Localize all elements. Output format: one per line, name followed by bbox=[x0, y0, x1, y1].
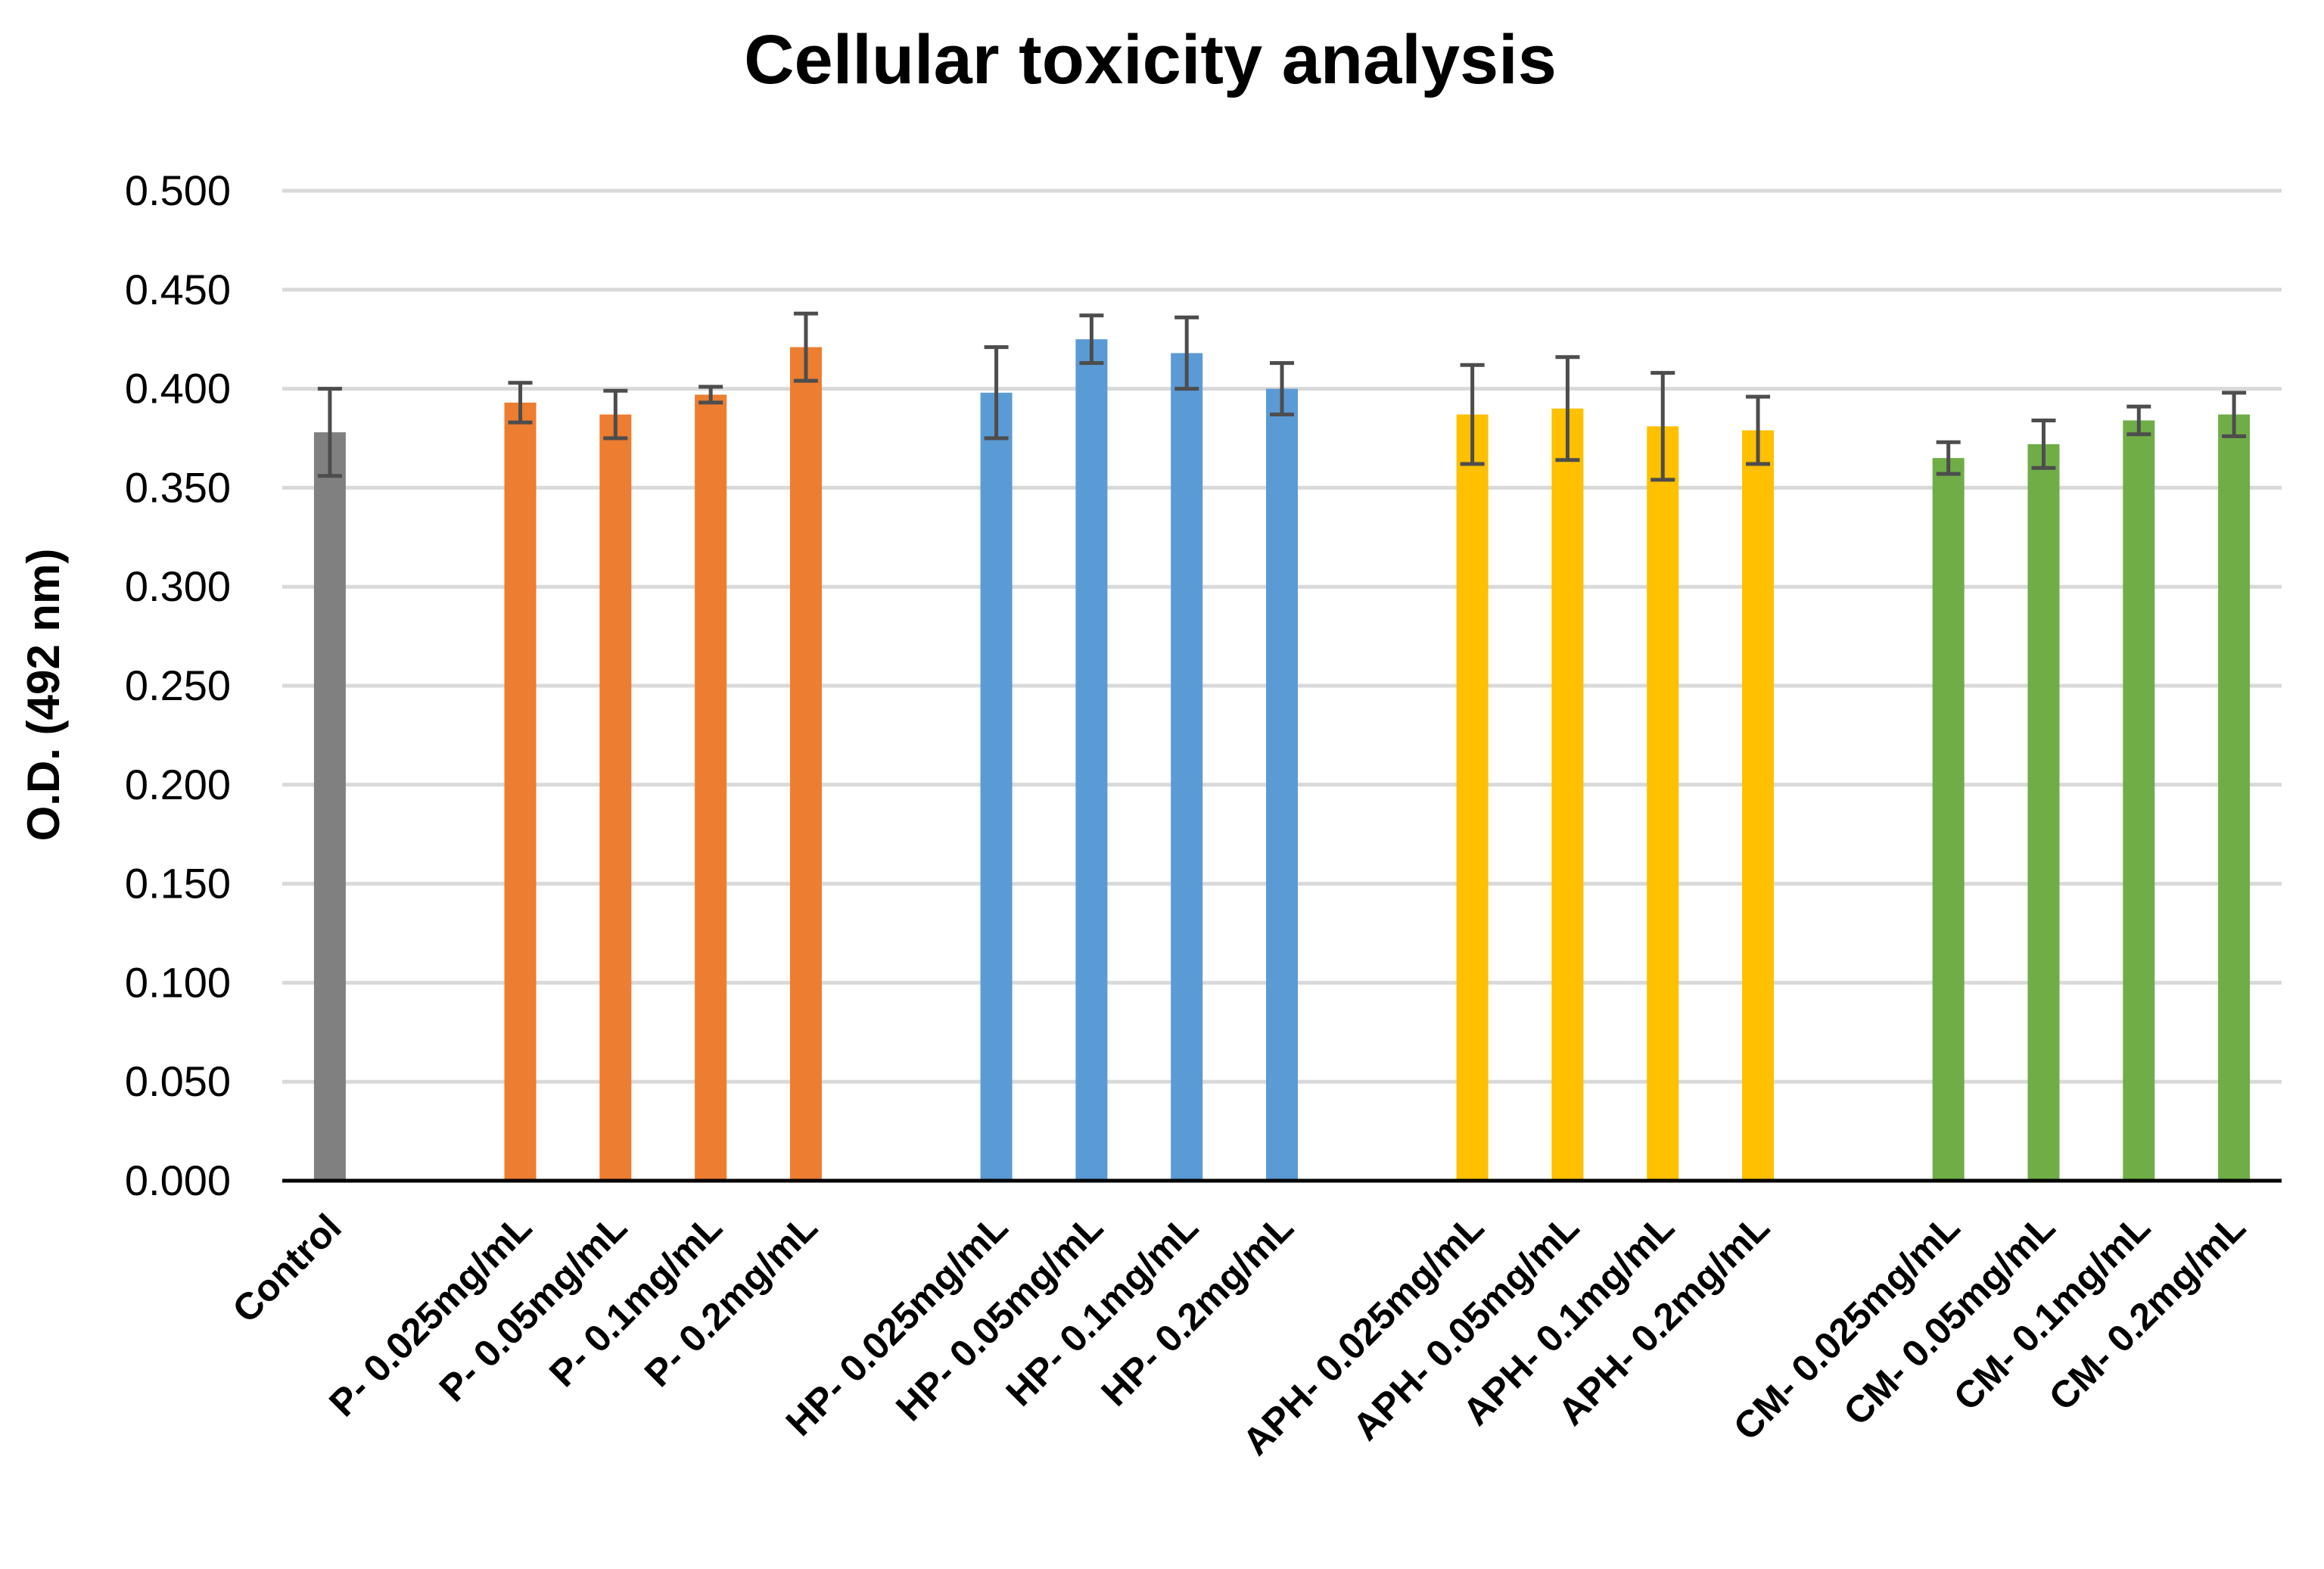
bar bbox=[789, 347, 822, 1181]
bar bbox=[695, 394, 727, 1181]
y-tick-label: 0.000 bbox=[125, 1157, 231, 1204]
error-bar bbox=[508, 381, 533, 425]
error-bar bbox=[2222, 391, 2247, 438]
bar bbox=[599, 414, 632, 1181]
error-bar bbox=[603, 388, 628, 441]
error-bar bbox=[1174, 315, 1199, 391]
error-bar bbox=[1460, 363, 1485, 466]
bar bbox=[2123, 420, 2155, 1181]
y-axis-label: O.D. (492 nm) bbox=[18, 549, 69, 842]
y-tick-label: 0.250 bbox=[125, 662, 231, 709]
bar bbox=[980, 392, 1013, 1181]
error-bar bbox=[317, 387, 342, 478]
x-tick-label: Control bbox=[224, 1206, 349, 1331]
error-bar bbox=[1270, 361, 1294, 417]
bar bbox=[1075, 339, 1108, 1181]
y-tick-label: 0.100 bbox=[125, 958, 231, 1006]
y-tick-label: 0.050 bbox=[125, 1057, 231, 1105]
error-bar bbox=[698, 384, 723, 405]
error-bar bbox=[1079, 313, 1104, 366]
y-tick-label: 0.350 bbox=[125, 463, 231, 511]
bar bbox=[313, 432, 346, 1181]
bar bbox=[2218, 414, 2251, 1181]
error-bars bbox=[317, 311, 2247, 482]
y-axis-ticks: 0.000 0.050 0.100 0.150 0.200 0.250 0.300 0.350… bbox=[125, 167, 231, 1204]
error-bar bbox=[984, 345, 1009, 441]
error-bar bbox=[2126, 404, 2151, 437]
y-tick-label: 0.400 bbox=[125, 365, 231, 412]
error-bar bbox=[1746, 394, 1771, 466]
chart-title: Cellular toxicity analysis bbox=[744, 21, 1557, 98]
bar bbox=[1742, 430, 1775, 1181]
bar bbox=[1647, 426, 1679, 1181]
y-tick-label: 0.300 bbox=[125, 562, 231, 610]
error-bar bbox=[1555, 355, 1580, 462]
bar bbox=[1456, 414, 1489, 1181]
bar bbox=[1932, 458, 1965, 1181]
error-bar bbox=[1650, 371, 1675, 482]
bar bbox=[1171, 353, 1203, 1181]
y-tick-label: 0.150 bbox=[125, 860, 231, 907]
bar bbox=[1266, 388, 1298, 1181]
error-bar bbox=[2031, 418, 2056, 470]
y-tick-label: 0.500 bbox=[125, 167, 231, 214]
error-bar bbox=[793, 311, 818, 383]
error-bar bbox=[1936, 440, 1961, 476]
y-tick-label: 0.200 bbox=[125, 761, 231, 808]
bar bbox=[1551, 408, 1584, 1181]
bars bbox=[313, 339, 2251, 1181]
bar bbox=[504, 402, 537, 1181]
bar bbox=[2027, 444, 2060, 1181]
y-tick-label: 0.450 bbox=[125, 266, 231, 313]
